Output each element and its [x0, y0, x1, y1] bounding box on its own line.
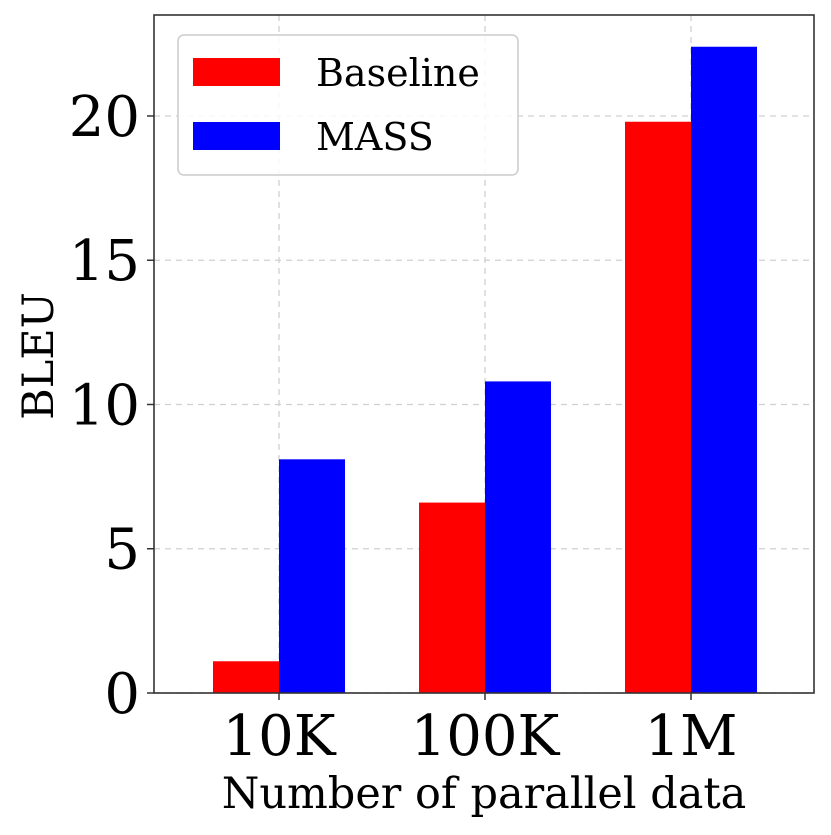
- y-tick-label: 10: [69, 373, 140, 438]
- bars-layer: [213, 46, 757, 694]
- legend-swatch-mass: [193, 122, 280, 150]
- y-tick-label: 15: [69, 229, 140, 294]
- bar-mass-1m: [691, 46, 757, 694]
- bar-mass-10k: [279, 459, 345, 693]
- x-ticks: 10K 100K 1M: [222, 693, 737, 769]
- bar-baseline-100k: [419, 502, 485, 693]
- plot-frame: [153, 14, 815, 694]
- legend-swatch-baseline: [193, 58, 280, 86]
- y-tick-label: 20: [69, 85, 140, 150]
- legend-label-mass: MASS: [316, 115, 434, 159]
- legend: Baseline MASS: [177, 34, 519, 176]
- bar-mass-100k: [485, 381, 551, 693]
- bar-baseline-10k: [213, 661, 279, 693]
- x-tick-label: 10K: [222, 704, 336, 769]
- y-axis-label: BLEU: [14, 292, 64, 420]
- x-tick-label: 1M: [645, 704, 738, 769]
- x-tick-label: 100K: [411, 704, 561, 769]
- y-ticks: 0 5 10 15 20: [69, 85, 154, 727]
- x-axis-label: Number of parallel data: [222, 769, 747, 819]
- y-tick-label: 5: [104, 518, 140, 583]
- y-tick-label: 0: [104, 662, 140, 727]
- bar-baseline-1m: [625, 121, 691, 693]
- legend-label-baseline: Baseline: [316, 51, 480, 95]
